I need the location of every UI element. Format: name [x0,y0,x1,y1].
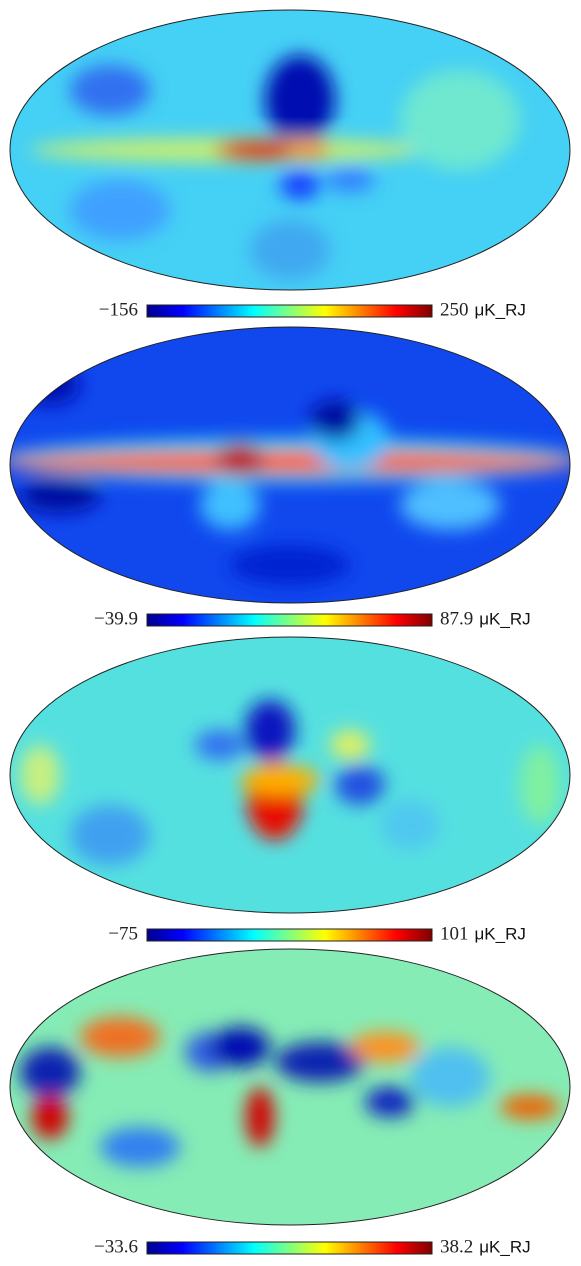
map-feature [10,451,570,473]
map-feature [380,800,440,850]
map-outline [9,326,571,604]
map-feature [325,168,375,192]
map-feature [400,480,500,530]
map-feature [20,365,80,405]
map-feature [240,765,320,795]
sky-map [10,327,570,603]
map-feature [250,220,330,280]
map-outline [9,948,571,1226]
map-feature [20,477,100,513]
map-feature [245,700,295,760]
map-feature [200,480,260,530]
colorbar-max: 38.2 [440,1236,473,1257]
map-feature [70,805,150,865]
colorbar-max: 250 [440,299,469,320]
map-feature [230,545,350,585]
map-feature [335,765,385,805]
map-background [10,949,570,1225]
sky-map [10,949,570,1225]
map-features [30,55,520,280]
colorbar-max: 87.9 [440,608,473,629]
sky-map [10,637,570,913]
map-feature [520,745,560,825]
map-feature [275,1042,365,1082]
map-feature [100,1127,180,1167]
colorbar [146,304,433,318]
map-feature [246,1087,274,1147]
map-features [20,700,560,865]
map-outline [9,9,571,291]
map-feature [195,730,245,760]
map-feature [210,1027,270,1067]
colorbar-max: 101 [440,923,469,944]
map-feature [20,1047,80,1097]
map-feature [365,1087,415,1117]
map-feature [70,180,170,240]
colorbar-unit: μK_RJ [475,924,526,943]
map-feature [400,70,520,170]
colorbar-min: −75 [108,923,138,944]
map-feature [32,1095,68,1139]
map-feature [215,140,305,160]
colorbar-unit: μK_RJ [479,609,530,628]
map-feature [290,142,330,158]
map-feature [70,65,150,115]
map-feature [310,400,360,440]
sky-map [10,10,570,290]
colorbar-min: −39.9 [94,608,138,629]
map-feature [410,1047,490,1107]
colorbar [146,1241,433,1255]
map-feature [350,1032,420,1062]
map-feature [20,745,60,805]
map-feature [80,1017,160,1057]
map-feature [215,444,265,476]
map-features [20,1017,560,1167]
colorbar-min: −33.6 [94,1236,138,1257]
colorbar [146,928,433,942]
map-feature [500,1095,560,1119]
colorbar [146,613,433,627]
map-feature [265,55,335,145]
colorbar-unit: μK_RJ [475,300,526,319]
colorbar-unit: μK_RJ [479,1237,530,1256]
map-feature [330,730,370,760]
map-feature [280,170,320,200]
map-outline [9,636,571,914]
colorbar-min: −156 [99,299,138,320]
